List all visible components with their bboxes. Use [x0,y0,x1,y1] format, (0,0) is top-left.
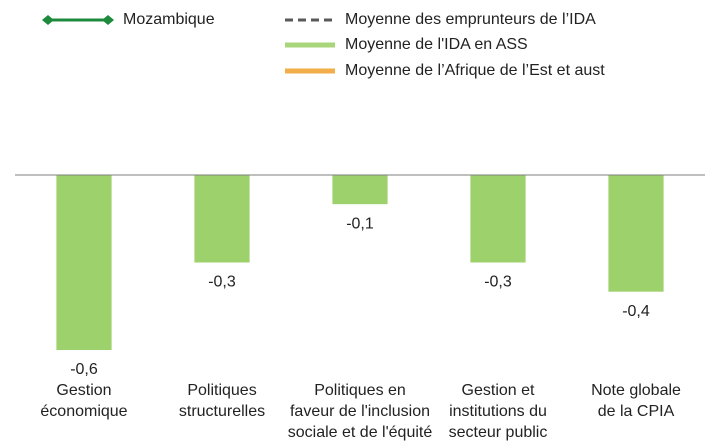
x-tick-label: économique [40,403,127,420]
x-tick-label: Politiques [187,382,256,399]
x-tick-label: Gestion et [462,382,535,399]
legend-marker [42,15,54,25]
x-tick-label: sociale et de l'équité [288,424,433,441]
data-label: -0,4 [622,303,650,320]
x-tick-label: Politiques en [314,382,406,399]
x-tick-label: Gestion [56,382,111,399]
bar [608,175,664,292]
x-tick-label: Note globale [591,382,681,399]
legend-label: Moyenne de l’Afrique de l’Est et aust [345,62,605,79]
legend-label: Mozambique [123,11,215,28]
data-label: -0,3 [484,274,512,291]
plot: Mozambique Moyenne des emprunteurs de l’I… [15,11,705,441]
data-label: -0,1 [346,215,374,232]
bar [194,175,250,263]
x-tick-label: de la CPIA [598,403,675,420]
x-tick-label: faveur de l'inclusion [290,403,430,420]
legend-label: Moyenne de l'IDA en ASS [345,36,528,53]
x-tick-label: secteur public [449,424,548,441]
legend-marker [102,15,114,25]
bar [470,175,526,263]
bar [56,175,112,350]
x-tick-label: institutions du [449,403,547,420]
data-label: -0,3 [208,274,236,291]
x-tick-label: structurelles [179,403,265,420]
bar [332,175,388,205]
legend-label: Moyenne des emprunteurs de l’IDA [345,11,596,28]
data-label: -0,6 [70,361,98,378]
